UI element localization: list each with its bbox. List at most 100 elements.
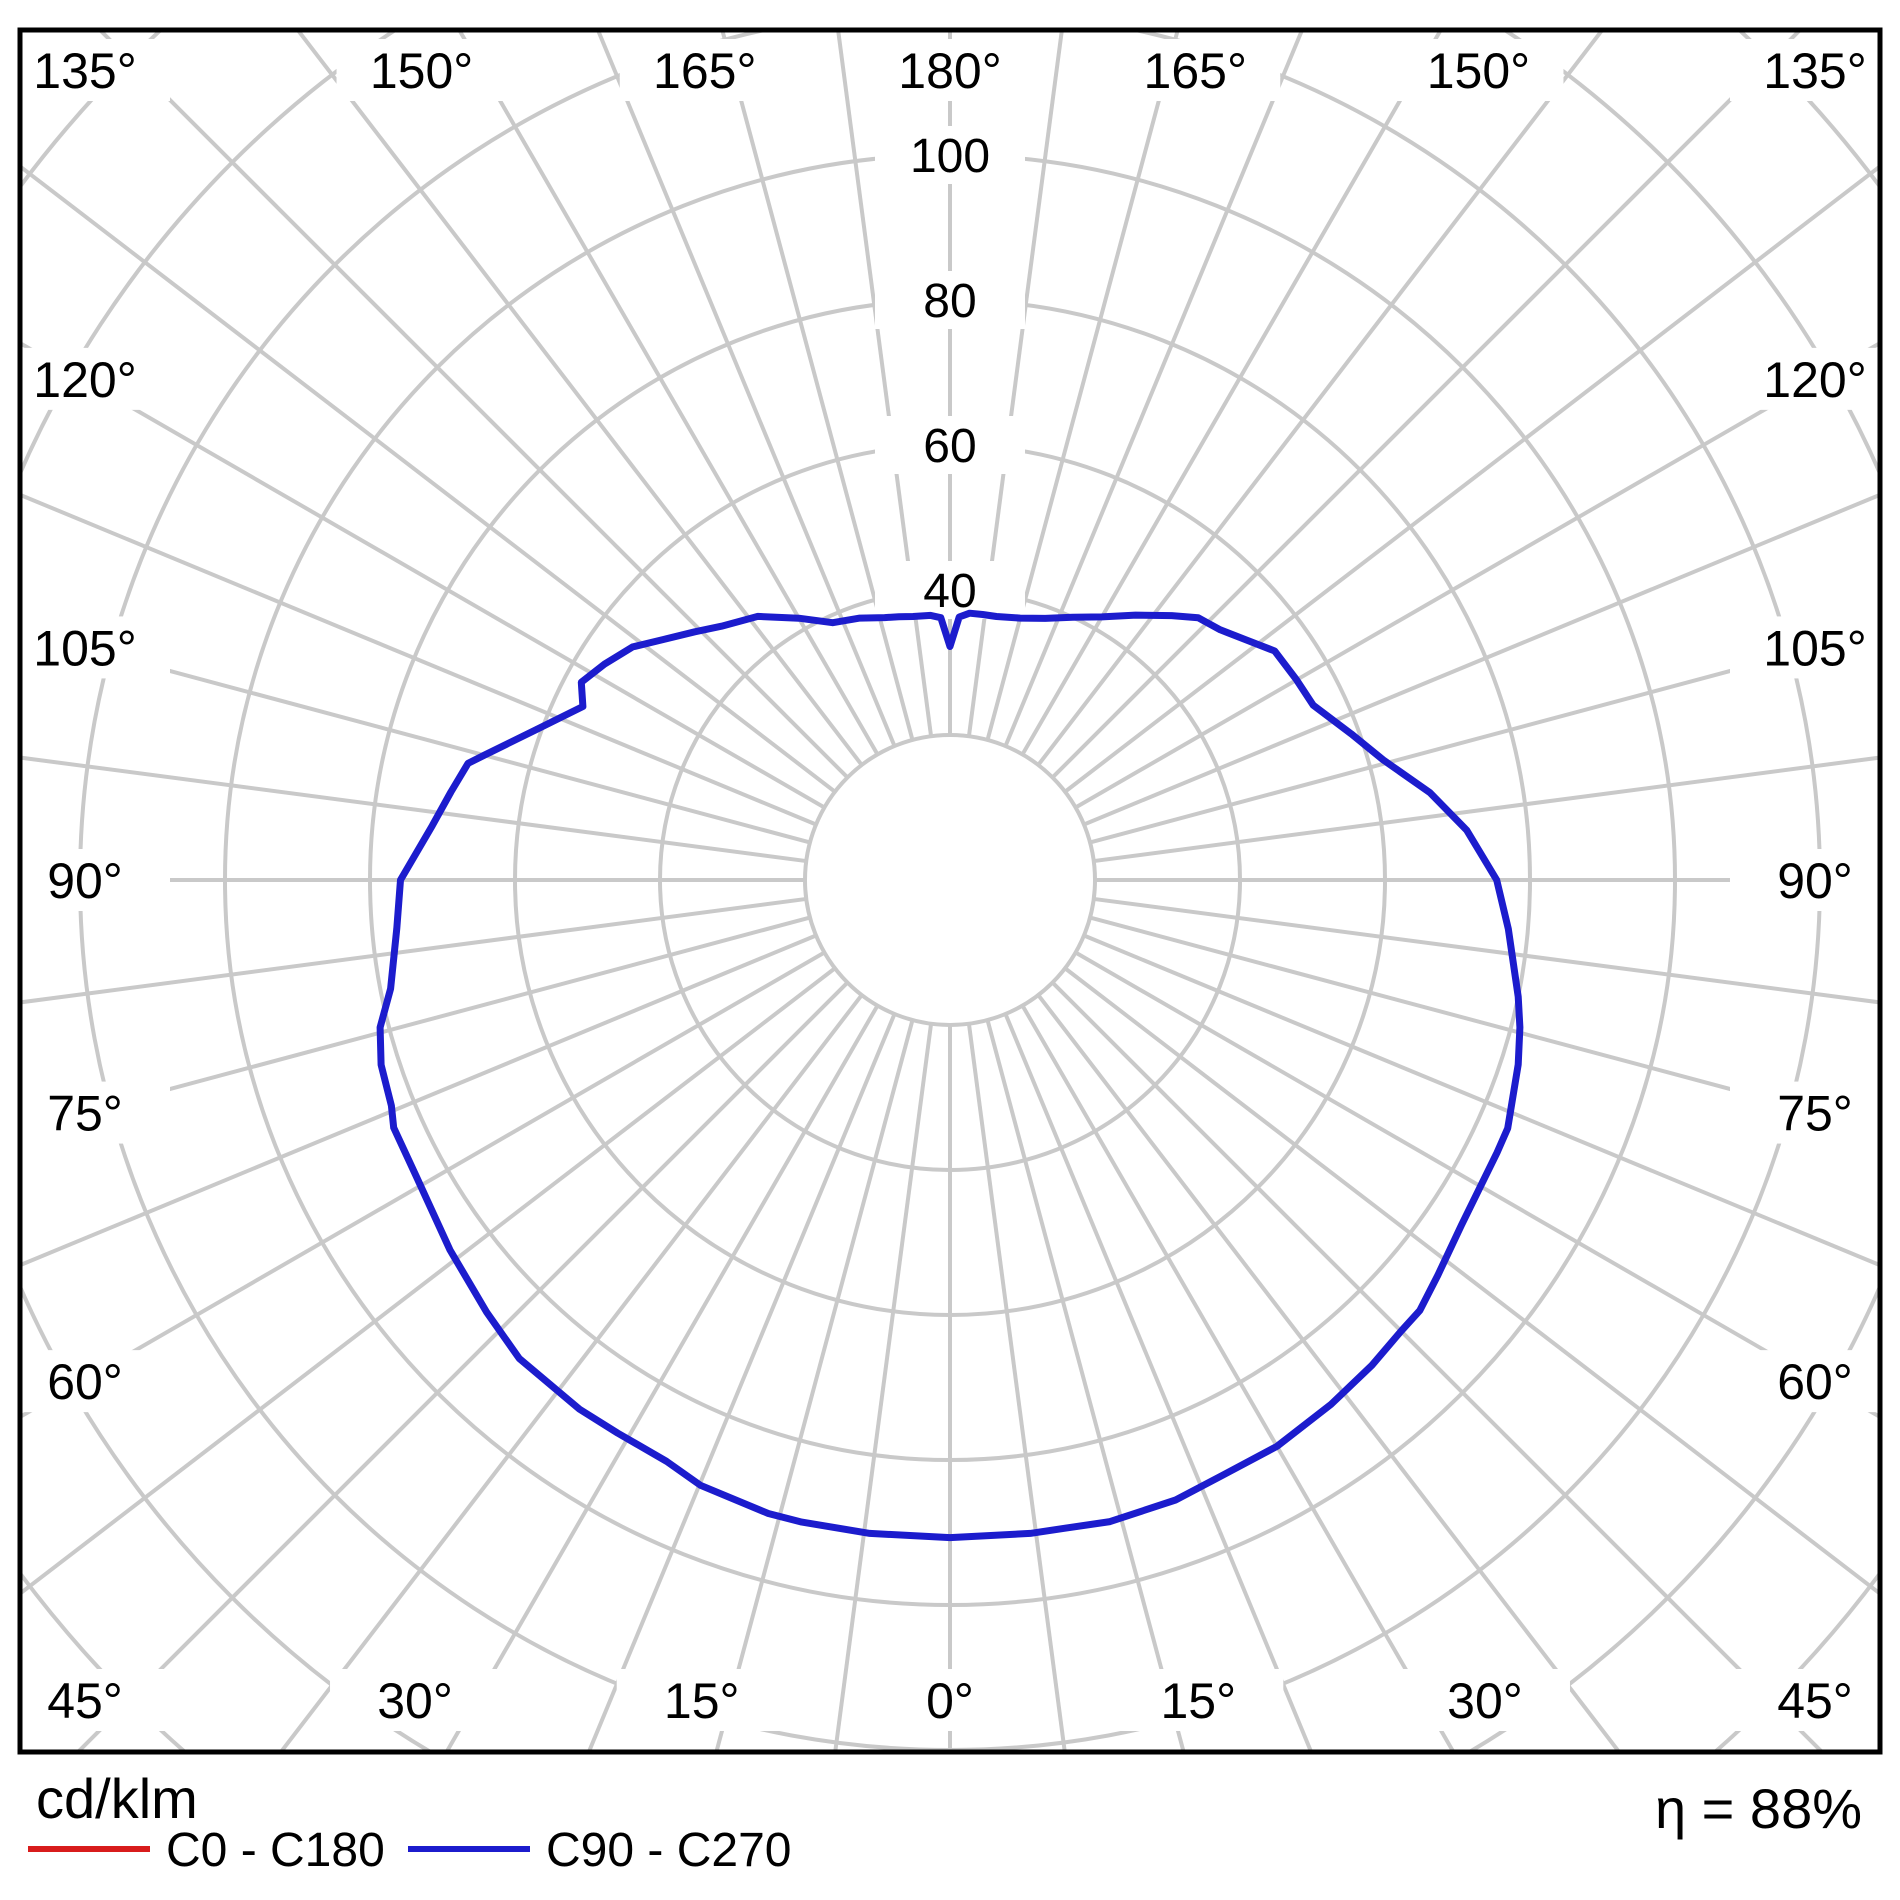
grid-spoke-67.5 [1083,933,1880,1268]
grid-spoke-352.5 [833,1023,934,1752]
grid-spoke-97.5 [1093,755,1880,864]
angle-label-box-right-45 [1730,1669,1900,1731]
angle-label-left-45: 45° [47,1673,123,1729]
grid-spoke-7.5 [966,1023,1067,1752]
angle-label-box-left-90 [0,849,170,911]
grid-spoke-15 [985,1019,1186,1752]
angle-label-left-120: 120° [33,352,136,408]
angle-label-left-30: 30° [377,1673,453,1729]
angle-label-right-90: 90° [1777,853,1853,909]
angle-label-right-45: 45° [1777,1673,1853,1729]
angle-label-box-left-135 [0,39,170,101]
grid-spoke-75 [1089,915,1880,1132]
grid-spoke-210 [456,30,880,756]
angle-label-box-right-135 [1730,39,1900,101]
tick-label-80: 80 [923,275,976,328]
grid-spoke-217.5 [295,30,864,767]
grid-spoke-172.5 [966,30,1064,737]
angle-label-right-120: 120° [1763,352,1866,408]
grid-spoke-157.5 [1003,30,1305,747]
angle-label-right-105: 105° [1763,620,1866,676]
label-boxes [0,39,1900,1731]
grid-spoke-285 [20,915,811,1132]
angle-label-box-left-45 [0,1669,170,1731]
angle-label-box-right-150 [1393,39,1564,101]
angle-label-left-15: 15° [664,1673,740,1729]
plot-border [17,27,1883,1755]
grid-spoke-202.5 [595,30,897,747]
grid-spoke-195 [720,30,915,741]
curve-c90-c270 [376,609,1524,1542]
grid-spoke-300 [20,950,826,1420]
angle-label-right-180: 180° [898,43,1001,99]
grid-spoke-120 [1074,340,1880,810]
angle-label-left-75: 75° [47,1086,123,1142]
grid-spoke-262.5 [20,755,807,864]
tick-label-100: 100 [910,130,990,183]
angle-label-box-left-120 [0,347,170,410]
grid-spoke-60 [1074,950,1880,1420]
grid-ring-20 [803,733,1097,1027]
angle-label-right-30: 30° [1447,1673,1523,1729]
unit-label: cd/klm [36,1767,198,1830]
tick-label-box-40 [875,561,1025,619]
angle-label-box-left-30 [330,1669,501,1731]
angle-label-box-right-15 [1113,1669,1284,1731]
angle-label-right-0: 0° [926,1673,974,1729]
grid-spoke-337.5 [586,1013,897,1752]
angle-label-box-right-30 [1399,1669,1570,1731]
grid-spoke-135 [1051,30,1803,779]
angle-label-left-165: 165° [653,43,756,99]
tick-label-60: 60 [923,420,976,473]
efficiency-label: η = 88% [1655,1777,1862,1840]
grid-spoke-22.5 [1003,1013,1314,1752]
grid-spoke-82.5 [1093,896,1880,1005]
angle-label-box-right-60 [1730,1350,1900,1413]
tick-label-box-100 [875,126,1025,184]
angle-label-right-75: 75° [1777,1086,1853,1142]
grid-spoke-232.5 [20,163,837,794]
legend-label-c0-c180: C0 - C180 [166,1824,385,1877]
legend-label-c90-c270: C90 - C270 [546,1824,791,1877]
tick-label-box-80 [875,271,1025,329]
grid-spoke-345 [714,1019,915,1752]
grid-spoke-240 [20,340,826,810]
angle-label-box-right-90 [1730,849,1900,911]
angle-label-right-60: 60° [1777,1354,1853,1410]
grid-spoke-255 [20,628,811,845]
grid-spoke-307.5 [20,966,837,1597]
grid-spoke-292.5 [20,933,817,1268]
angle-label-right-135: 135° [1763,43,1866,99]
tick-label-box-60 [875,416,1025,474]
grid-spoke-52.5 [1063,966,1880,1597]
grid-spoke-142.5 [1036,30,1605,767]
angle-label-box-right-120 [1730,347,1900,410]
angle-label-box-right-0 [865,1669,1035,1731]
grid-spoke-247.5 [20,492,817,827]
grid-spoke-277.5 [20,896,807,1005]
angle-label-box-left-60 [0,1350,170,1413]
grid-spoke-187.5 [836,30,934,737]
grid-spoke-37.5 [1036,993,1622,1752]
grid-spoke-330 [444,1004,880,1752]
angle-label-right-15: 15° [1160,1673,1236,1729]
angle-label-box-left-75 [0,1081,170,1144]
angle-label-box-left-15 [616,1669,787,1731]
angle-label-box-right-105 [1730,616,1900,679]
angle-label-left-150: 150° [370,43,473,99]
angle-label-box-right-165 [1110,39,1281,101]
tick-label-40: 40 [923,565,976,618]
grid-spoke-105 [1089,628,1880,845]
label-texts: 0° 15° 15° 30° 30° 45° 45° 60° 60° 75° 75° 90° 90° 10… [33,43,1866,1729]
grid-spoke-127.5 [1063,163,1880,794]
angle-label-box-left-105 [0,616,170,679]
grid-spoke-165 [985,30,1180,741]
grid-spoke-30 [1020,1004,1456,1752]
angle-label-left-105: 105° [33,620,136,676]
angle-label-left-90: 90° [47,853,123,909]
angle-label-box-right-75 [1730,1081,1900,1144]
angle-label-box-left-165 [619,39,790,101]
grid-spoke-322.5 [278,993,864,1752]
